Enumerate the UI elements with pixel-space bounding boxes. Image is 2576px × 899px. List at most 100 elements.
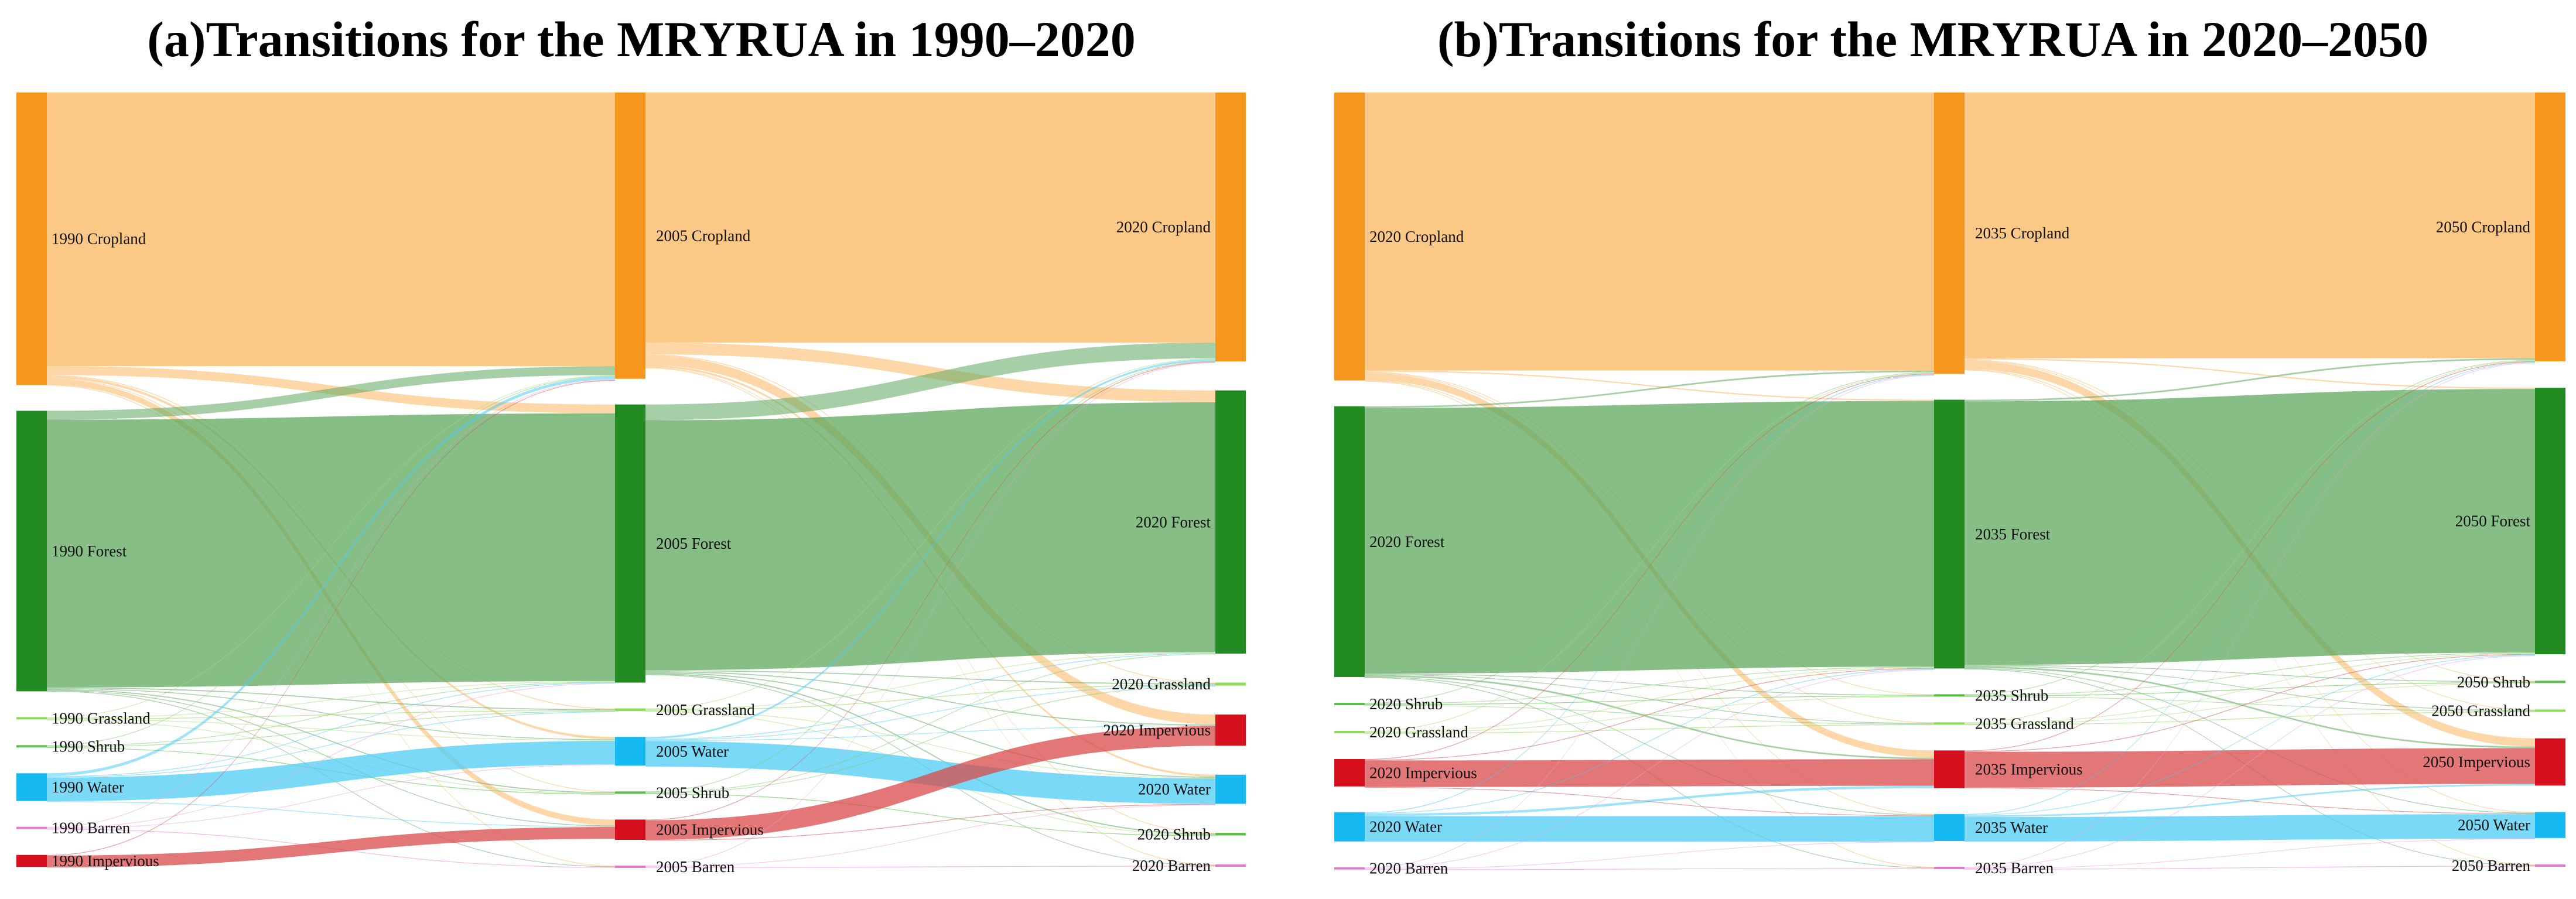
link-2005-impervious-to-2020-cropland — [645, 361, 1215, 821]
node-2005-impervious[interactable] — [615, 819, 645, 840]
node-2035-cropland[interactable] — [1934, 93, 1965, 374]
link-1990-forest-to-2005-grassland — [47, 687, 615, 710]
link-2035-grassland-to-2050-grassland — [1965, 712, 2535, 726]
node-2020-impervious[interactable] — [1215, 715, 1246, 746]
link-1990-impervious-to-2005-cropland — [47, 380, 615, 856]
link-2020-barren-to-2035-water — [1365, 842, 1934, 870]
node-1990-cropland[interactable] — [16, 93, 47, 385]
panel-b-title: (b)Transitions for the MRYRUA in 2020–20… — [1437, 11, 2429, 67]
link-2020-forest-to-2035-forest — [1365, 401, 1934, 674]
node-label-1990-cropland: 1990 Cropland — [52, 230, 146, 248]
node-2005-cropland[interactable] — [615, 93, 645, 379]
link-1990-cropland-to-2005-cropland — [47, 93, 615, 367]
link-2005-forest-to-2020-impervious — [645, 671, 1215, 726]
link-2035-barren-to-2050-water — [1965, 838, 2535, 869]
node-1990-shrub[interactable] — [16, 745, 47, 748]
node-label-2020-grassland: 2020 Grassland — [1112, 675, 1211, 693]
node-2050-grassland[interactable] — [2535, 709, 2565, 712]
link-2035-shrub-to-2050-cropland — [1965, 360, 2535, 695]
node-label-2035-water: 2035 Water — [1975, 819, 2048, 836]
link-2020-forest-to-2035-shrub — [1365, 674, 1934, 696]
link-2020-grassland-to-2035-cropland — [1365, 372, 1934, 732]
link-2035-shrub-to-2050-shrub — [1965, 682, 2535, 696]
link-2005-cropland-to-2020-cropland — [645, 93, 1215, 343]
node-2020-water[interactable] — [1215, 774, 1246, 804]
node-2020-forest[interactable] — [1215, 390, 1246, 654]
node-label-1990-grassland: 1990 Grassland — [52, 709, 151, 727]
link-2020-cropland-to-2035-forest — [1365, 370, 1934, 401]
link-2005-impervious-to-2020-impervious — [645, 726, 1215, 840]
node-2020-shrub[interactable] — [1334, 703, 1365, 706]
node-label-2050-cropland: 2050 Cropland — [2436, 218, 2531, 235]
node-2005-forest[interactable] — [615, 404, 645, 683]
node-2050-forest[interactable] — [2535, 388, 2565, 655]
node-2035-water[interactable] — [1934, 813, 1965, 841]
link-2020-grassland-to-2035-shrub — [1365, 696, 1934, 733]
node-label-2035-impervious: 2035 Impervious — [1975, 761, 2083, 778]
link-1990-barren-to-2005-water — [47, 764, 615, 829]
link-2035-barren-to-2050-forest — [1965, 655, 2535, 869]
node-1990-forest[interactable] — [16, 411, 47, 692]
node-2005-grassland[interactable] — [615, 708, 645, 712]
node-label-2005-barren: 2005 Barren — [656, 858, 735, 876]
link-1990-forest-to-2005-forest — [47, 413, 615, 688]
node-label-1990-shrub: 1990 Shrub — [52, 737, 125, 755]
node-2020-water[interactable] — [1334, 812, 1365, 842]
link-2005-grassland-to-2020-forest — [645, 652, 1215, 710]
link-2020-impervious-to-2035-forest — [1365, 668, 1934, 761]
link-1990-barren-to-2005-forest — [47, 683, 615, 829]
link-2020-forest-to-2035-water — [1365, 676, 1934, 816]
node-label-1990-water: 1990 Water — [52, 778, 124, 796]
link-2005-forest-to-2020-grassland — [645, 670, 1215, 685]
link-2005-shrub-to-2020-grassland — [645, 686, 1215, 794]
node-2020-shrub[interactable] — [1215, 833, 1246, 836]
node-2035-barren[interactable] — [1934, 866, 1965, 869]
node-label-2020-barren: 2020 Barren — [1132, 857, 1211, 874]
link-2020-shrub-to-2035-shrub — [1365, 695, 1934, 705]
link-1990-grassland-to-2005-cropland — [47, 375, 615, 718]
node-label-2050-water: 2050 Water — [2458, 816, 2530, 834]
node-label-2020-barren: 2020 Barren — [1369, 860, 1448, 877]
node-2005-barren[interactable] — [615, 865, 645, 868]
node-2020-impervious[interactable] — [1334, 759, 1365, 787]
node-2020-barren[interactable] — [1334, 867, 1365, 870]
node-2050-barren[interactable] — [2535, 864, 2565, 867]
node-label-2005-cropland: 2005 Cropland — [656, 227, 751, 244]
node-2020-barren[interactable] — [1215, 864, 1246, 867]
node-2050-impervious[interactable] — [2535, 738, 2565, 786]
link-2035-forest-to-2050-impervious — [1965, 666, 2535, 748]
node-2050-water[interactable] — [2535, 812, 2565, 838]
node-2035-forest[interactable] — [1934, 399, 1965, 669]
node-1990-water[interactable] — [16, 773, 47, 801]
node-2050-cropland[interactable] — [2535, 93, 2565, 361]
node-2035-grassland[interactable] — [1934, 722, 1965, 725]
link-1990-shrub-to-2005-grassland — [47, 710, 615, 747]
link-2035-water-to-2050-forest — [1965, 654, 2535, 816]
node-2020-cropland[interactable] — [1215, 93, 1246, 362]
link-2020-grassland-to-2035-grassland — [1365, 724, 1934, 734]
node-label-2020-water: 2020 Water — [1369, 818, 1442, 836]
link-2035-shrub-to-2050-forest — [1965, 652, 2535, 696]
node-1990-barren[interactable] — [16, 826, 47, 829]
node-2005-water[interactable] — [615, 737, 645, 766]
node-2005-shrub[interactable] — [615, 791, 645, 794]
node-2035-impervious[interactable] — [1934, 750, 1965, 788]
link-2020-grassland-to-2035-forest — [1365, 667, 1934, 733]
node-1990-impervious[interactable] — [16, 854, 47, 867]
node-2020-grassland[interactable] — [1334, 731, 1365, 734]
link-1990-forest-to-2005-impervious — [47, 690, 615, 826]
link-1990-barren-to-2005-cropland — [47, 379, 615, 828]
node-2020-cropland[interactable] — [1334, 93, 1365, 381]
node-2050-shrub[interactable] — [2535, 681, 2565, 683]
link-2035-forest-to-2050-shrub — [1965, 665, 2535, 682]
link-2035-grassland-to-2050-cropland — [1965, 360, 2535, 723]
node-1990-grassland[interactable] — [16, 717, 47, 720]
link-2005-water-to-2020-impervious — [645, 725, 1215, 741]
node-label-1990-forest: 1990 Forest — [52, 542, 127, 560]
node-2020-grassland[interactable] — [1215, 682, 1246, 686]
node-2035-shrub[interactable] — [1934, 694, 1965, 697]
node-2020-forest[interactable] — [1334, 406, 1365, 678]
link-2020-barren-to-2035-forest — [1365, 669, 1934, 869]
link-2020-impervious-to-2035-cropland — [1365, 373, 1934, 760]
